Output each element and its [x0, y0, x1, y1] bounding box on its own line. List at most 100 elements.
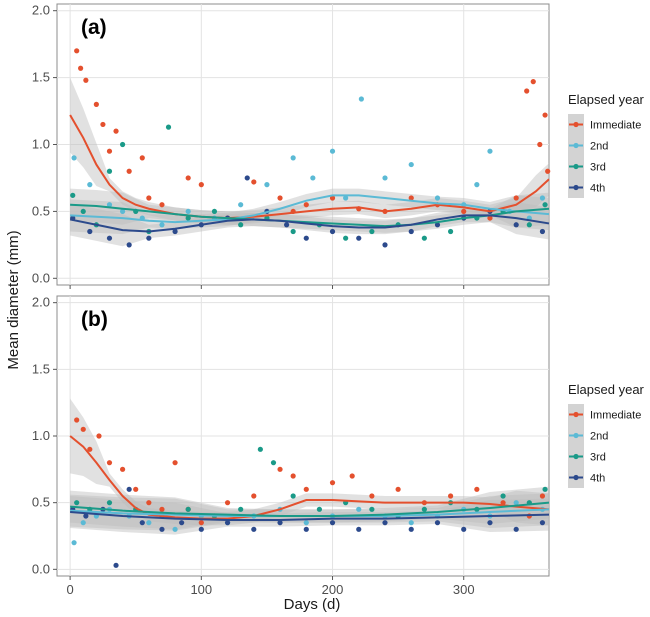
data-point	[487, 215, 493, 221]
data-point	[526, 222, 532, 228]
data-point	[277, 466, 283, 472]
data-point	[71, 155, 77, 161]
trend-line-2nd	[70, 194, 550, 224]
data-point	[126, 242, 132, 248]
data-point	[349, 473, 355, 479]
x-tick-label: 100	[190, 582, 212, 597]
x-tick-label: 300	[453, 582, 475, 597]
trend-line-4th	[69, 214, 550, 233]
series-points-4th	[70, 486, 546, 568]
data-point	[159, 506, 165, 512]
data-point	[126, 168, 132, 174]
data-point	[106, 148, 113, 154]
data-point	[78, 65, 84, 71]
data-point	[224, 500, 231, 506]
data-point	[120, 466, 126, 472]
legend-label: 4th	[590, 473, 605, 485]
legend-key-point	[573, 142, 579, 149]
data-point	[133, 486, 139, 492]
legend-key-point	[573, 474, 579, 481]
legend-label: 4th	[590, 183, 605, 195]
data-point	[126, 486, 132, 492]
panel-b: 0.0 0.5 1.0 1.5 2.0 0 100 200 300 (b) Elapsed year…	[32, 295, 645, 597]
data-point	[238, 506, 244, 512]
data-point	[198, 182, 204, 188]
data-point	[277, 520, 283, 526]
data-point	[513, 195, 519, 201]
y-tick-label: 0.0	[32, 270, 50, 285]
legend-title: Elapsed year	[568, 92, 645, 107]
data-point	[179, 520, 185, 526]
data-point	[113, 562, 119, 568]
data-point	[513, 500, 519, 506]
data-point	[500, 500, 506, 506]
data-point	[369, 493, 375, 499]
data-point	[356, 506, 362, 512]
data-point	[545, 168, 551, 174]
data-point	[120, 208, 126, 215]
data-point	[100, 121, 106, 128]
data-point	[70, 192, 76, 198]
data-point	[87, 228, 93, 235]
data-point	[74, 48, 80, 54]
data-point	[539, 228, 546, 235]
data-point	[329, 195, 336, 201]
data-point	[198, 526, 204, 532]
data-point	[146, 235, 152, 241]
legend: Elapsed year Immediate 2nd 3rd 4th	[568, 382, 645, 488]
data-point	[329, 148, 336, 154]
data-point	[264, 182, 270, 188]
data-point	[303, 235, 309, 241]
data-point	[172, 228, 178, 235]
data-point	[93, 101, 99, 107]
data-point	[542, 202, 548, 208]
data-point	[96, 433, 102, 439]
x-axis-title: Days (d)	[284, 596, 341, 613]
data-point	[408, 161, 414, 168]
data-point	[461, 208, 467, 215]
data-point	[290, 228, 296, 235]
data-point	[537, 141, 543, 148]
data-point	[530, 79, 536, 85]
y-tick-label: 0.0	[32, 561, 50, 576]
data-point	[343, 235, 349, 241]
data-point	[106, 168, 113, 174]
data-point	[303, 520, 309, 526]
data-point	[238, 202, 244, 208]
data-point	[434, 195, 441, 201]
trend-line-immediate	[69, 435, 550, 520]
data-point	[513, 222, 519, 228]
data-point	[395, 486, 401, 492]
data-point	[185, 215, 191, 221]
data-point	[356, 235, 362, 241]
y-axis-title: Mean diameter (mm)	[5, 230, 22, 369]
data-point	[382, 242, 388, 248]
data-point	[172, 526, 178, 532]
legend-key-point	[573, 163, 579, 170]
data-point	[369, 506, 375, 512]
data-point	[329, 228, 336, 235]
trend-line-immediate	[69, 114, 550, 220]
confidence-band	[70, 188, 550, 235]
data-point	[329, 520, 336, 526]
data-point	[303, 486, 309, 492]
data-point	[290, 473, 296, 479]
gridlines	[57, 296, 549, 576]
data-point	[500, 493, 506, 499]
data-point	[539, 493, 546, 499]
data-point	[408, 526, 414, 532]
legend-key-point	[573, 411, 579, 418]
legend-key-point	[573, 453, 579, 460]
data-point	[83, 77, 89, 83]
data-point	[382, 175, 388, 181]
y-tick-label: 2.0	[32, 3, 50, 18]
data-point	[358, 96, 364, 102]
x-tick-label: 200	[322, 582, 344, 597]
data-point	[310, 175, 316, 181]
legend-key-point	[573, 121, 579, 128]
trend-line-4th	[70, 511, 550, 521]
y-tick-label: 2.0	[32, 295, 50, 310]
data-point	[408, 228, 414, 235]
data-point	[524, 88, 530, 94]
data-point	[198, 520, 204, 526]
